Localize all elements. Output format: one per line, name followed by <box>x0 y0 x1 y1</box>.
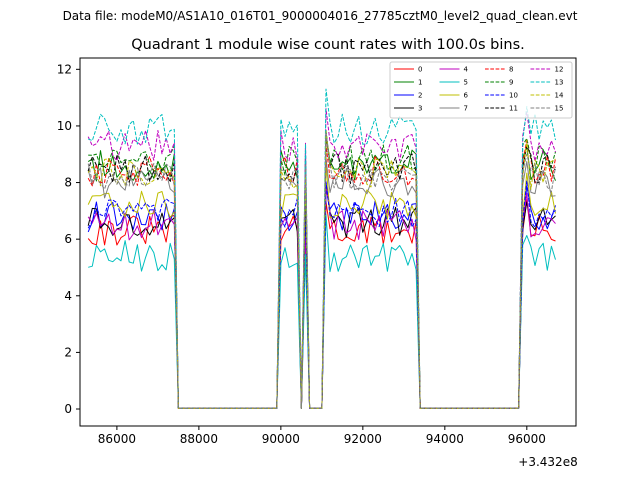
series-line-13 <box>88 88 556 409</box>
legend-label: 7 <box>464 105 468 113</box>
series-line-12 <box>87 108 556 409</box>
y-tick-label: 2 <box>64 345 72 359</box>
legend-label: 15 <box>555 105 564 113</box>
legend-label: 8 <box>509 66 513 74</box>
x-tick-label: 86000 <box>98 432 136 446</box>
x-tick-label: 92000 <box>344 432 382 446</box>
y-tick-label: 12 <box>57 62 72 76</box>
axes-frame <box>79 57 577 427</box>
x-tick-label: 96000 <box>508 432 546 446</box>
chart-suptitle: Data file: modeM0/AS1A10_016T01_90000040… <box>63 9 578 23</box>
y-tick-label: 0 <box>64 402 72 416</box>
x-tick-label: 90000 <box>262 432 300 446</box>
series-line-15 <box>87 131 556 409</box>
legend-label: 0 <box>418 66 422 74</box>
y-tick-label: 10 <box>57 119 72 133</box>
chart-title: Quadrant 1 module wise count rates with … <box>131 37 525 53</box>
series-line-6 <box>87 160 556 409</box>
legend-label: 9 <box>509 79 513 87</box>
legend-label: 3 <box>418 105 422 113</box>
y-tick-label: 8 <box>64 176 72 190</box>
legend-label: 5 <box>464 79 468 87</box>
legend-label: 11 <box>509 105 518 113</box>
legend-label: 4 <box>464 66 469 74</box>
x-offset-label: +3.432e8 <box>518 455 577 469</box>
y-tick-label: 6 <box>64 232 72 246</box>
x-tick-label: 94000 <box>426 432 464 446</box>
legend-label: 13 <box>555 79 564 87</box>
legend-label: 14 <box>555 92 564 100</box>
legend-label: 1 <box>418 79 422 87</box>
series-lines <box>87 88 556 409</box>
legend-label: 12 <box>555 66 564 74</box>
legend-label: 6 <box>464 92 469 100</box>
y-tick-label: 4 <box>64 289 72 303</box>
series-line-7 <box>87 157 556 409</box>
x-tick-label: 88000 <box>180 432 218 446</box>
legend-label: 2 <box>418 92 422 100</box>
legend-box <box>389 61 573 119</box>
legend-label: 10 <box>509 92 518 100</box>
